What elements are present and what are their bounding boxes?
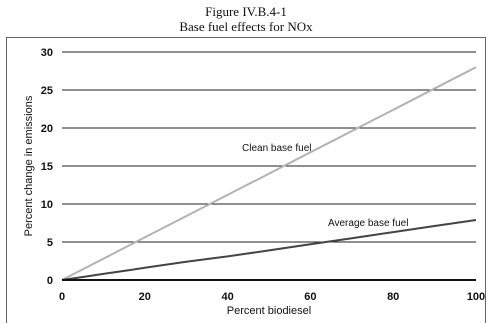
y-tick-labels: 0 5 10 15 20 25 30	[41, 47, 53, 287]
x-tick-label: 0	[59, 291, 65, 303]
x-tick-label: 60	[304, 291, 316, 303]
figure-label: Figure IV.B.4-1	[205, 4, 287, 19]
figure-title-block: Figure IV.B.4-1 Base fuel effects for NO…	[0, 4, 492, 34]
y-axis-label: Percent change in emissions	[23, 95, 35, 236]
y-tick-label: 30	[41, 47, 53, 59]
series-line-clean-base-fuel	[61, 66, 477, 281]
series-line-average-base-fuel	[61, 219, 477, 281]
x-tick-label: 40	[221, 291, 233, 303]
y-tick-label: 0	[47, 275, 53, 287]
figure-frame	[6, 37, 486, 323]
x-tick-label: 20	[139, 291, 151, 303]
series-lines	[61, 66, 477, 281]
x-axis-label: Percent biodiesel	[227, 305, 311, 317]
gridlines	[62, 51, 476, 243]
series-label-clean-base-fuel: Clean base fuel	[242, 143, 312, 154]
y-tick-label: 5	[47, 237, 53, 249]
y-tick-label: 25	[41, 85, 53, 97]
x-tick-labels: 0 20 40 60 80 100	[59, 291, 485, 303]
figure-caption: Base fuel effects for NOx	[179, 19, 313, 34]
x-tick-label: 80	[387, 291, 399, 303]
y-tick-label: 15	[41, 161, 53, 173]
x-tick-label: 100	[467, 291, 485, 303]
series-label-average-base-fuel: Average base fuel	[328, 218, 408, 229]
y-tick-label: 20	[41, 123, 53, 135]
y-tick-label: 10	[41, 199, 53, 211]
